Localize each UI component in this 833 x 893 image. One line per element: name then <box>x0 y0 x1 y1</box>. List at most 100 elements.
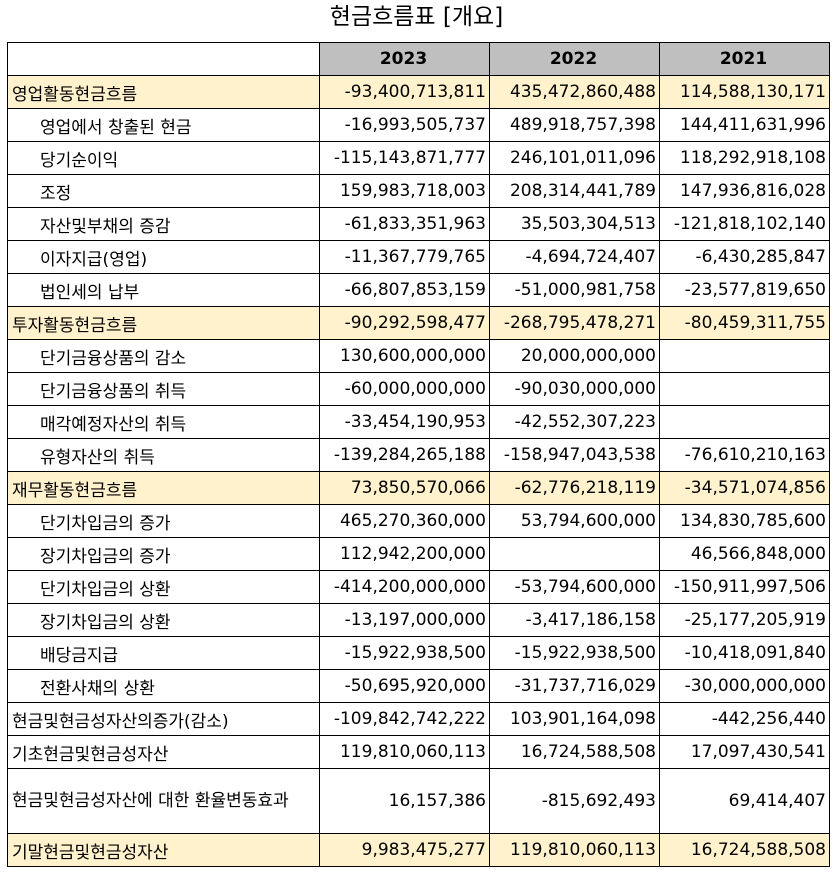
value-cell: -33,454,190,953 <box>319 405 490 439</box>
value-cell: 489,918,757,398 <box>489 108 660 142</box>
value-cell: -50,695,920,000 <box>319 669 490 703</box>
value-cell: -90,030,000,000 <box>489 372 660 406</box>
value-cell: 112,942,200,000 <box>319 537 490 571</box>
value-cell: 246,101,011,096 <box>489 141 660 175</box>
value-cell: -11,367,779,765 <box>319 240 490 274</box>
table-row: 현금및현금성자산의증가(감소) -109,842,742,222 103,901,1… <box>7 702 830 736</box>
header-blank-cell <box>7 42 320 76</box>
row-label: 유형자산의 취득 <box>7 438 320 472</box>
row-label: 단기차입금의 상환 <box>7 570 320 604</box>
value-cell: -42,552,307,223 <box>489 405 660 439</box>
value-cell: -10,418,091,840 <box>659 636 830 670</box>
value-cell: -414,200,000,000 <box>319 570 490 604</box>
table-row: 재무활동현금흐름 73,850,570,066 -62,776,218,119 -34… <box>7 471 830 505</box>
row-label: 매각예정자산의 취득 <box>7 405 320 439</box>
value-cell: 53,794,600,000 <box>489 504 660 538</box>
value-cell: -158,947,043,538 <box>489 438 660 472</box>
value-cell: -121,818,102,140 <box>659 207 830 241</box>
value-cell: 35,503,304,513 <box>489 207 660 241</box>
row-label: 재무활동현금흐름 <box>7 471 320 505</box>
table-row: 단기차입금의 증가 465,270,360,000 53,794,600,000 13… <box>7 504 830 538</box>
value-cell: -115,143,871,777 <box>319 141 490 175</box>
value-cell: 20,000,000,000 <box>489 339 660 373</box>
row-label: 자산및부채의 증감 <box>7 207 320 241</box>
value-cell: -93,400,713,811 <box>319 75 490 109</box>
value-cell: -34,571,074,856 <box>659 471 830 505</box>
row-label: 현금및현금성자산에 대한 환율변동효과 <box>7 768 320 834</box>
row-label: 기말현금및현금성자산 <box>7 833 320 867</box>
value-cell: 9,983,475,277 <box>319 833 490 867</box>
table-row: 현금및현금성자산에 대한 환율변동효과 16,157,386 -815,692,49… <box>7 768 830 834</box>
table-row: 영업활동현금흐름 -93,400,713,811 435,472,860,488 11… <box>7 75 830 109</box>
value-cell: 118,292,918,108 <box>659 141 830 175</box>
row-label: 당기순이익 <box>7 141 320 175</box>
value-cell: 130,600,000,000 <box>319 339 490 373</box>
row-label: 현금및현금성자산의증가(감소) <box>7 702 320 736</box>
row-label: 장기차입금의 상환 <box>7 603 320 637</box>
value-cell <box>659 372 830 406</box>
value-cell: 119,810,060,113 <box>319 735 490 769</box>
year-header: 2023 <box>319 42 490 76</box>
value-cell: -66,807,853,159 <box>319 273 490 307</box>
value-cell: -15,922,938,500 <box>489 636 660 670</box>
value-cell: 69,414,407 <box>659 768 830 834</box>
table-row: 매각예정자산의 취득 -33,454,190,953 -42,552,307,223 <box>7 405 830 439</box>
value-cell: 435,472,860,488 <box>489 75 660 109</box>
table-row: 단기금융상품의 취득 -60,000,000,000 -90,030,000,000 <box>7 372 830 406</box>
value-cell: 208,314,441,789 <box>489 174 660 208</box>
table-row: 자산및부채의 증감 -61,833,351,963 35,503,304,513 -1… <box>7 207 830 241</box>
table-row: 배당금지급 -15,922,938,500 -15,922,938,500 -10,4… <box>7 636 830 670</box>
value-cell: -60,000,000,000 <box>319 372 490 406</box>
row-label: 조정 <box>7 174 320 208</box>
value-cell: -13,197,000,000 <box>319 603 490 637</box>
value-cell: -815,692,493 <box>489 768 660 834</box>
value-cell: 147,936,816,028 <box>659 174 830 208</box>
value-cell: -51,000,981,758 <box>489 273 660 307</box>
table-row: 당기순이익 -115,143,871,777 246,101,011,096 118,… <box>7 141 830 175</box>
value-cell: -16,993,505,737 <box>319 108 490 142</box>
value-cell: 16,724,588,508 <box>489 735 660 769</box>
table-row: 기초현금및현금성자산 119,810,060,113 16,724,588,508 1… <box>7 735 830 769</box>
table-row: 장기차입금의 상환 -13,197,000,000 -3,417,186,158 -2… <box>7 603 830 637</box>
cash-flow-table: 2023 2022 2021 영업활동현금흐름 -93,400,713,811 43… <box>7 42 830 867</box>
value-cell <box>659 405 830 439</box>
value-cell: -268,795,478,271 <box>489 306 660 340</box>
value-cell: -150,911,997,506 <box>659 570 830 604</box>
row-label: 배당금지급 <box>7 636 320 670</box>
value-cell: -6,430,285,847 <box>659 240 830 274</box>
value-cell: 159,983,718,003 <box>319 174 490 208</box>
row-label: 이자지급(영업) <box>7 240 320 274</box>
table-row: 투자활동현금흐름 -90,292,598,477 -268,795,478,271-… <box>7 306 830 340</box>
value-cell: 134,830,785,600 <box>659 504 830 538</box>
value-cell: -23,577,819,650 <box>659 273 830 307</box>
table-row: 단기금융상품의 감소 130,600,000,000 20,000,000,000 <box>7 339 830 373</box>
value-cell: -31,737,716,029 <box>489 669 660 703</box>
row-label: 영업활동현금흐름 <box>7 75 320 109</box>
row-label: 영업에서 창출된 현금 <box>7 108 320 142</box>
row-label: 법인세의 납부 <box>7 273 320 307</box>
value-cell: -90,292,598,477 <box>319 306 490 340</box>
value-cell <box>659 339 830 373</box>
table-row: 단기차입금의 상환 -414,200,000,000 -53,794,600,000… <box>7 570 830 604</box>
value-cell: 103,901,164,098 <box>489 702 660 736</box>
value-cell: -53,794,600,000 <box>489 570 660 604</box>
row-label: 단기금융상품의 취득 <box>7 372 320 406</box>
row-label: 전환사채의 상환 <box>7 669 320 703</box>
value-cell: 17,097,430,541 <box>659 735 830 769</box>
row-label: 투자활동현금흐름 <box>7 306 320 340</box>
row-label: 단기금융상품의 감소 <box>7 339 320 373</box>
value-cell: -25,177,205,919 <box>659 603 830 637</box>
value-cell: -62,776,218,119 <box>489 471 660 505</box>
value-cell: 46,566,848,000 <box>659 537 830 571</box>
table-row: 전환사채의 상환 -50,695,920,000 -31,737,716,029 -3… <box>7 669 830 703</box>
year-header: 2021 <box>659 42 830 76</box>
table-row: 장기차입금의 증가 112,942,200,000 46,566,848,000 <box>7 537 830 571</box>
table-row: 기말현금및현금성자산 9,983,475,277 119,810,060,113 16… <box>7 833 830 867</box>
value-cell: 16,724,588,508 <box>659 833 830 867</box>
header-row: 2023 2022 2021 <box>7 42 830 76</box>
value-cell: -4,694,724,407 <box>489 240 660 274</box>
row-label: 장기차입금의 증가 <box>7 537 320 571</box>
table-row: 조정 159,983,718,003 208,314,441,789 147,936,… <box>7 174 830 208</box>
table-row: 영업에서 창출된 현금 -16,993,505,737 489,918,757,39… <box>7 108 830 142</box>
row-label: 기초현금및현금성자산 <box>7 735 320 769</box>
